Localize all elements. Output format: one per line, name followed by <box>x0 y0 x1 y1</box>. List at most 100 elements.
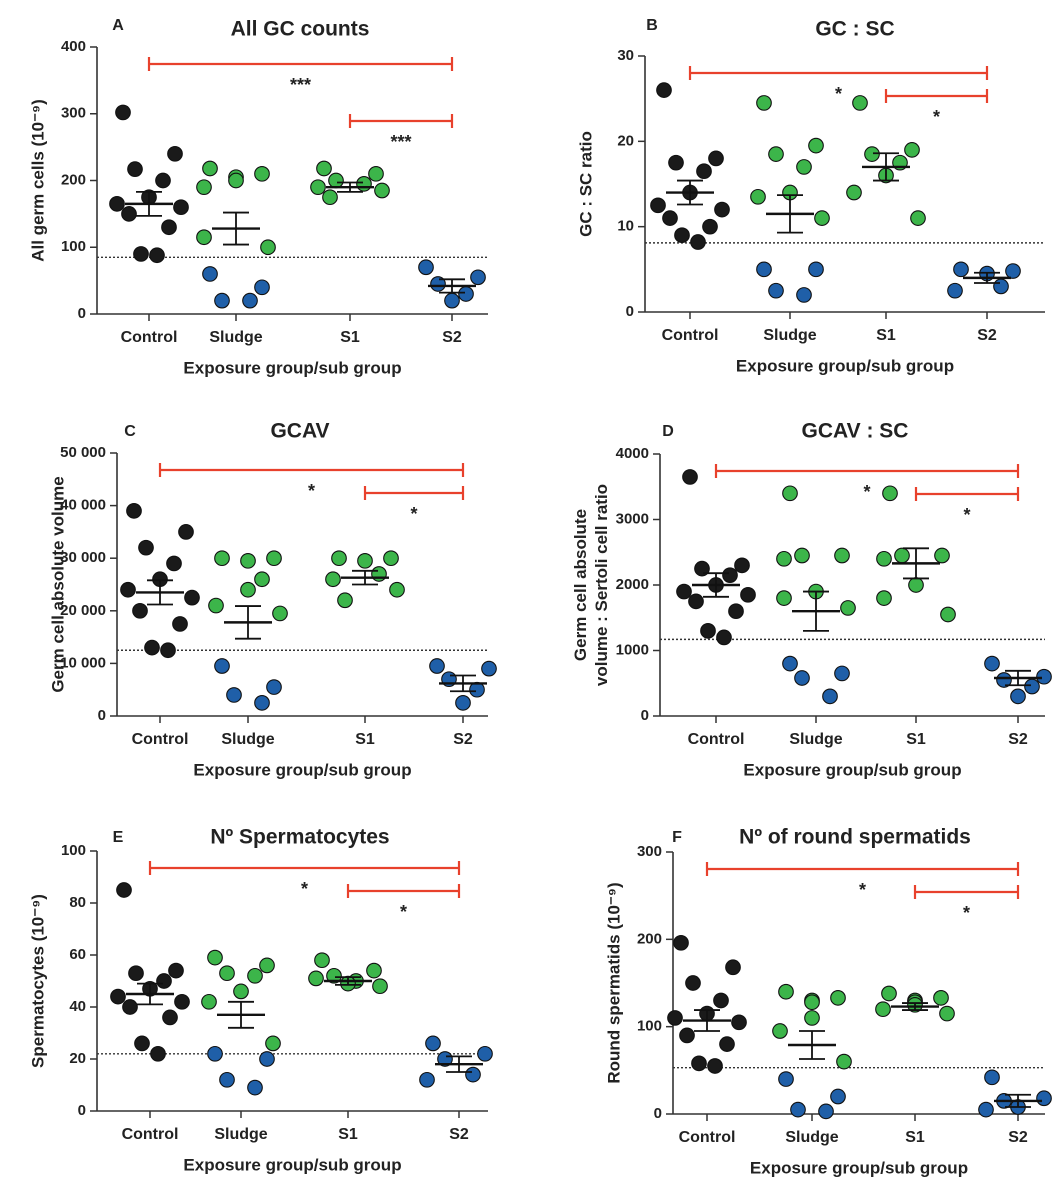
data-point-s1 <box>940 606 956 623</box>
data-point-control <box>120 581 136 598</box>
x-tick-label: S2 <box>1008 731 1028 748</box>
data-point-control <box>673 934 689 951</box>
data-point-s2 <box>984 1069 1000 1086</box>
data-point-s1 <box>272 605 288 622</box>
x-tick-label: Control <box>122 1126 179 1143</box>
data-point-s2 <box>455 694 471 711</box>
data-point-s1 <box>875 1001 891 1018</box>
significance-label: *** <box>290 75 311 95</box>
x-tick-label: Sludge <box>763 327 816 344</box>
data-point-s2 <box>481 660 497 677</box>
x-tick-label: Sludge <box>785 1129 838 1146</box>
data-point-s2 <box>429 658 445 674</box>
data-point-s1 <box>804 994 820 1011</box>
data-point-s1 <box>808 137 824 154</box>
significance-label: * <box>963 903 970 923</box>
data-point-s2 <box>947 282 963 299</box>
data-point-s1 <box>852 95 868 111</box>
data-point-s2 <box>219 1071 235 1088</box>
data-point-control <box>674 227 690 244</box>
x-tick-label: Control <box>662 327 719 344</box>
chart-title: Nº Spermatocytes <box>210 826 389 849</box>
y-tick-label: 0 <box>78 1102 86 1119</box>
x-tick-label: S1 <box>340 329 360 346</box>
data-point-s1 <box>794 547 810 564</box>
data-point-s2 <box>418 259 434 276</box>
data-point-s1 <box>776 550 792 567</box>
y-axis-label: Round spermatids (10⁻⁹) <box>604 882 623 1083</box>
data-point-s1 <box>876 590 892 606</box>
data-point-s2 <box>978 1101 994 1118</box>
significance-label: * <box>308 481 315 501</box>
significance-label: * <box>863 482 870 502</box>
data-point-s1 <box>383 550 399 567</box>
data-point-s1 <box>240 581 256 598</box>
data-point-s1 <box>389 581 405 598</box>
panel-letter: D <box>662 423 674 440</box>
chart-title: GC : SC <box>815 18 894 41</box>
panel-letter: C <box>124 423 136 440</box>
data-point-control <box>714 201 730 218</box>
data-point-control <box>708 150 724 167</box>
significance-label: * <box>933 107 940 127</box>
data-point-s1 <box>314 952 330 969</box>
data-point-s1 <box>756 95 772 111</box>
data-point-control <box>160 642 176 659</box>
y-tick-label: 2000 <box>616 576 649 593</box>
data-point-s2 <box>953 261 969 278</box>
data-point-s2 <box>1036 1090 1052 1107</box>
y-tick-label: 100 <box>637 1018 662 1035</box>
data-point-s1 <box>846 184 862 201</box>
data-point-s1 <box>876 550 892 567</box>
data-point-s1 <box>214 550 230 567</box>
data-point-s2 <box>808 261 824 278</box>
y-tick-label: 30 000 <box>60 549 106 566</box>
y-tick-label: 10 000 <box>60 654 106 671</box>
data-point-s2 <box>469 681 485 698</box>
data-point-s1 <box>240 552 256 569</box>
data-point-s2 <box>984 655 1000 672</box>
data-point-s1 <box>325 571 341 588</box>
data-point-s1 <box>233 983 249 1000</box>
chart-panel-c: C GCAV 0 10 000 20 000 30 000 40 000 50 000 Cont… <box>48 420 497 779</box>
data-point-s1 <box>882 485 898 502</box>
data-point-control <box>713 992 729 1009</box>
significance-label: * <box>859 880 866 900</box>
data-point-control <box>679 1027 695 1044</box>
data-point-control <box>716 629 732 646</box>
data-point-control <box>133 246 149 262</box>
data-point-control <box>155 172 171 189</box>
data-point-s2 <box>756 261 772 278</box>
data-point-s2 <box>1005 263 1021 279</box>
data-point-s2 <box>437 1051 453 1067</box>
y-tick-label: 0 <box>626 303 634 320</box>
x-axis-label: Exposure group/sub group <box>183 358 401 377</box>
data-point-s2 <box>996 672 1012 688</box>
data-point-s2 <box>226 687 242 703</box>
data-point-control <box>166 555 182 572</box>
data-point-s2 <box>768 282 784 299</box>
data-point-s1 <box>910 210 926 226</box>
data-point-control <box>731 1014 747 1031</box>
data-point-control <box>728 603 744 620</box>
x-tick-label: S1 <box>876 327 896 344</box>
data-point-s1 <box>196 179 212 196</box>
data-point-s1 <box>374 182 390 199</box>
y-tick-label: 100 <box>61 238 86 255</box>
x-axis-label: Exposure group/sub group <box>750 1158 968 1177</box>
y-tick-label: 3000 <box>616 510 649 527</box>
x-tick-label: Sludge <box>209 329 262 346</box>
data-point-control <box>134 1035 150 1052</box>
x-tick-label: S1 <box>355 731 375 748</box>
data-point-control <box>662 210 678 226</box>
y-tick-label: 300 <box>637 843 662 860</box>
x-axis-label: Exposure group/sub group <box>183 1155 401 1174</box>
data-point-s2 <box>425 1035 441 1052</box>
data-point-control <box>128 965 144 982</box>
data-point-s1 <box>366 962 382 979</box>
significance-label: * <box>410 504 417 524</box>
data-point-s1 <box>834 547 850 564</box>
data-point-s2 <box>419 1071 435 1088</box>
y-axis-label: All germ cells (10⁻⁹) <box>28 99 47 262</box>
